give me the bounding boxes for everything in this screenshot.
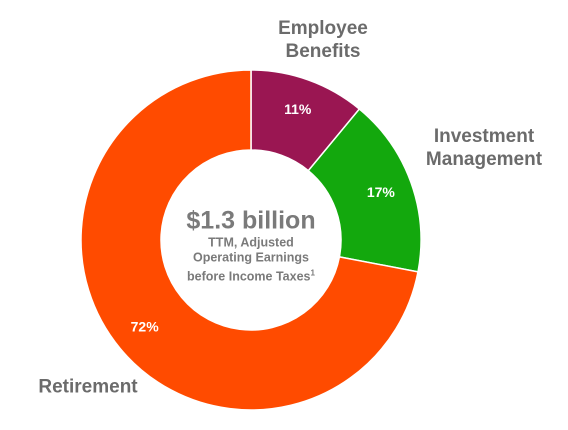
center-text: $1.3 billion TTM, Adjusted Operating Earn… bbox=[166, 205, 336, 284]
value-label: 17% bbox=[367, 184, 396, 200]
category-label: Employee Benefits bbox=[278, 18, 368, 62]
center-note-line: TTM, Adjusted bbox=[208, 235, 294, 250]
footnote-mark: 1 bbox=[310, 268, 315, 278]
center-note-line: before Income Taxes1 bbox=[187, 268, 315, 284]
center-label: $1.3 billion bbox=[186, 206, 316, 235]
category-label: Investment Management bbox=[425, 126, 543, 170]
center-note-line: Operating Earnings bbox=[193, 250, 309, 265]
donut-slice bbox=[80, 69, 419, 411]
value-label: 11% bbox=[284, 101, 312, 117]
value-label: 72% bbox=[131, 319, 160, 335]
center-note: TTM, Adjusted Operating Earnings before In… bbox=[166, 235, 336, 284]
category-label: Retirement bbox=[38, 376, 138, 398]
